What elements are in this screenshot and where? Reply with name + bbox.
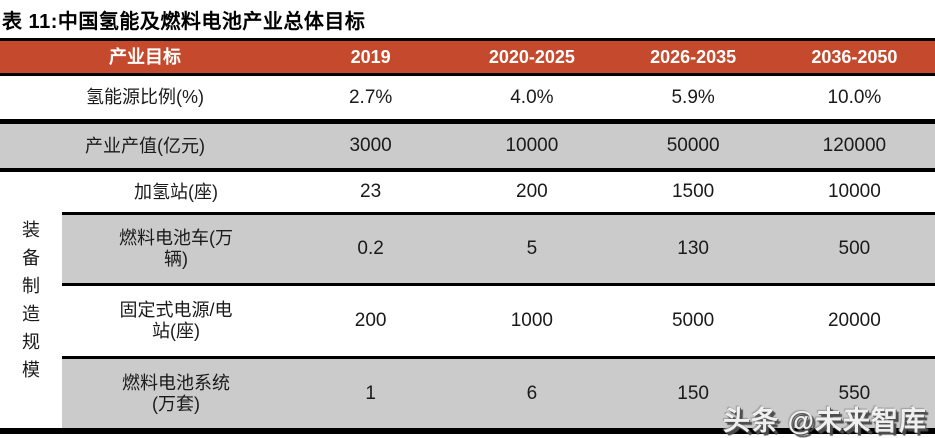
header-cell-industry-goal: 产业目标 bbox=[109, 46, 181, 67]
row-label: 燃料电池车(万 辆) bbox=[62, 228, 290, 269]
cell-value: 20000 bbox=[827, 310, 881, 332]
table-row-fuel-cell-vehicles: 燃料电池车(万 辆) 0.2 5 130 500 bbox=[62, 215, 935, 283]
section-gutter: 装备制造规模 bbox=[0, 172, 62, 428]
divider-thick bbox=[0, 119, 935, 124]
row-label-line1: 固定式电源/电 bbox=[119, 300, 233, 321]
header-cell-2036-2050: 2036-2050 bbox=[811, 46, 898, 67]
cell-value: 4.0% bbox=[510, 86, 554, 108]
cell-value: 120000 bbox=[822, 135, 887, 157]
cell-value: 1500 bbox=[671, 181, 715, 203]
row-label: 加氢站(座) bbox=[62, 182, 290, 203]
row-label: 产业产值(亿元) bbox=[85, 135, 205, 156]
table-row-refueling-stations: 加氢站(座) 23 200 1500 10000 bbox=[62, 172, 935, 212]
cell-value: 10.0% bbox=[827, 86, 882, 108]
cell-value: 10000 bbox=[505, 135, 559, 157]
divider bbox=[62, 356, 935, 359]
header-cell-2019: 2019 bbox=[350, 46, 391, 67]
divider-top bbox=[0, 38, 935, 41]
cell-value: 50000 bbox=[666, 135, 720, 157]
row-label-line2: 站(座) bbox=[152, 321, 200, 341]
cell-value: 200 bbox=[354, 310, 387, 332]
cell-value: 0.2 bbox=[357, 238, 384, 260]
row-label-line1: 燃料电池系统 bbox=[122, 372, 230, 393]
cell-value: 5 bbox=[526, 238, 538, 260]
cell-value: 1000 bbox=[510, 310, 554, 332]
cell-value: 500 bbox=[838, 238, 871, 260]
cell-value: 150 bbox=[677, 382, 709, 404]
cell-value: 550 bbox=[838, 382, 871, 404]
table-row-hydrogen-ratio: 氢能源比例(%) 2.7% 4.0% 5.9% 10.0% bbox=[0, 76, 935, 119]
table-row-stationary-power: 固定式电源/电 站(座) 200 1000 5000 20000 bbox=[62, 286, 935, 356]
watermark-toutiao-future-thinktank: 头条 @未来智库 bbox=[723, 406, 927, 436]
cell-value: 200 bbox=[516, 181, 548, 203]
table-header-row: 产业目标 2019 2020-2025 2026-2035 2036-2050 bbox=[0, 41, 935, 73]
row-label: 氢能源比例(%) bbox=[86, 87, 204, 108]
equipment-manufacturing-section: 装备制造规模 加氢站(座) 23 200 1500 10000 燃料电池车(万 … bbox=[0, 172, 935, 428]
row-label-line1: 加氢站(座) bbox=[134, 181, 218, 202]
cell-value: 130 bbox=[677, 238, 709, 260]
cell-value: 1 bbox=[365, 382, 376, 404]
section-vertical-label: 装备制造规模 bbox=[22, 220, 40, 380]
divider bbox=[62, 212, 935, 215]
divider bbox=[62, 283, 935, 286]
header-cell-2020-2025: 2020-2025 bbox=[488, 46, 575, 67]
cell-value: 6 bbox=[526, 382, 538, 404]
cell-value: 23 bbox=[360, 181, 382, 203]
cell-value: 10000 bbox=[827, 181, 881, 203]
header-cell-2026-2035: 2026-2035 bbox=[650, 46, 737, 67]
table-row-industry-output: 产业产值(亿元) 3000 10000 50000 120000 bbox=[0, 124, 935, 168]
row-label-line1: 燃料电池车(万 bbox=[119, 228, 233, 249]
table-row-fuel-cell-systems: 燃料电池系统 (万套) 1 6 150 550 bbox=[62, 359, 935, 428]
section-rows: 加氢站(座) 23 200 1500 10000 燃料电池车(万 辆) 0.2 … bbox=[62, 172, 935, 428]
divider-bottom bbox=[0, 428, 935, 434]
cell-value: 5000 bbox=[671, 310, 715, 332]
row-label: 固定式电源/电 站(座) bbox=[62, 300, 290, 341]
cell-value: 5.9% bbox=[671, 86, 715, 108]
row-label: 燃料电池系统 (万套) bbox=[62, 373, 290, 414]
cell-value: 2.7% bbox=[348, 86, 393, 108]
divider-thick bbox=[0, 168, 935, 172]
cell-value: 3000 bbox=[349, 135, 392, 157]
row-label-line2: 辆) bbox=[164, 249, 188, 269]
table-title: 表 11:中国氢能及燃料电池产业总体目标 bbox=[2, 10, 366, 33]
row-label-line2: (万套) bbox=[152, 393, 200, 414]
divider bbox=[0, 73, 935, 76]
